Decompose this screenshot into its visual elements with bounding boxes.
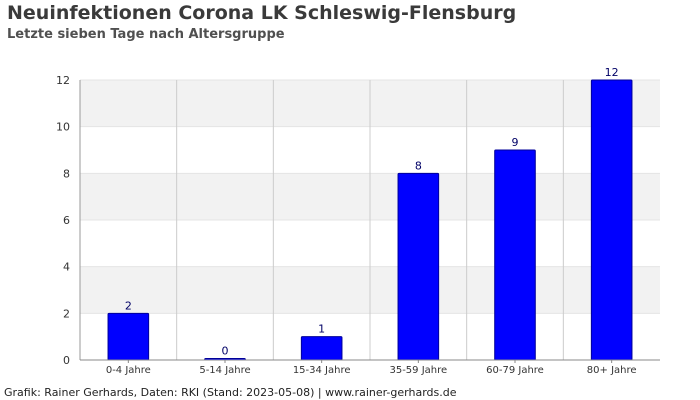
data-label-1: 2	[125, 299, 132, 312]
y-tick-label: 10	[56, 121, 70, 134]
data-label-5: 9	[512, 136, 519, 149]
x-tick-label: 5-14 Jahre	[199, 365, 250, 376]
x-tick-label: 15-34 Jahre	[293, 365, 351, 376]
y-tick-labels: 0 2 4 6 8 10 12	[56, 74, 70, 367]
x-tick-labels: 0-4 Jahre 5-14 Jahre 15-34 Jahre 35-59 Jahr…	[106, 365, 637, 376]
x-tick-label: 0-4 Jahre	[106, 365, 151, 376]
chart-subtitle: Letzte sieben Tage nach Altersgruppe	[7, 27, 285, 42]
bars	[107, 79, 633, 361]
x-tick-label: 80+ Jahre	[587, 365, 637, 376]
axes	[79, 80, 660, 363]
bar-6	[590, 79, 633, 361]
x-tick-label: 35-59 Jahre	[389, 365, 447, 376]
bar-5	[494, 149, 536, 361]
source-footer: Grafik: Rainer Gerhards, Daten: RKI (Sta…	[4, 386, 457, 399]
y-tick-label: 2	[63, 307, 70, 320]
y-tick-label: 0	[63, 354, 70, 367]
data-label-2: 0	[222, 345, 229, 358]
data-label-6: 12	[605, 66, 619, 79]
y-tick-label: 4	[63, 261, 70, 274]
x-tick-label: 60-79 Jahre	[486, 365, 544, 376]
data-labels: 2 0 1 8 9 12	[125, 66, 619, 358]
bar-3	[300, 336, 343, 361]
data-label-3: 1	[318, 323, 325, 336]
bar-4	[397, 172, 440, 361]
y-tick-label: 12	[56, 74, 70, 87]
bar-1	[107, 312, 150, 361]
chart-title: Neuinfektionen Corona LK Schleswig-Flens…	[7, 2, 517, 24]
y-tick-label: 8	[63, 167, 70, 180]
y-tick-label: 6	[63, 214, 70, 227]
data-label-4: 8	[415, 159, 422, 172]
